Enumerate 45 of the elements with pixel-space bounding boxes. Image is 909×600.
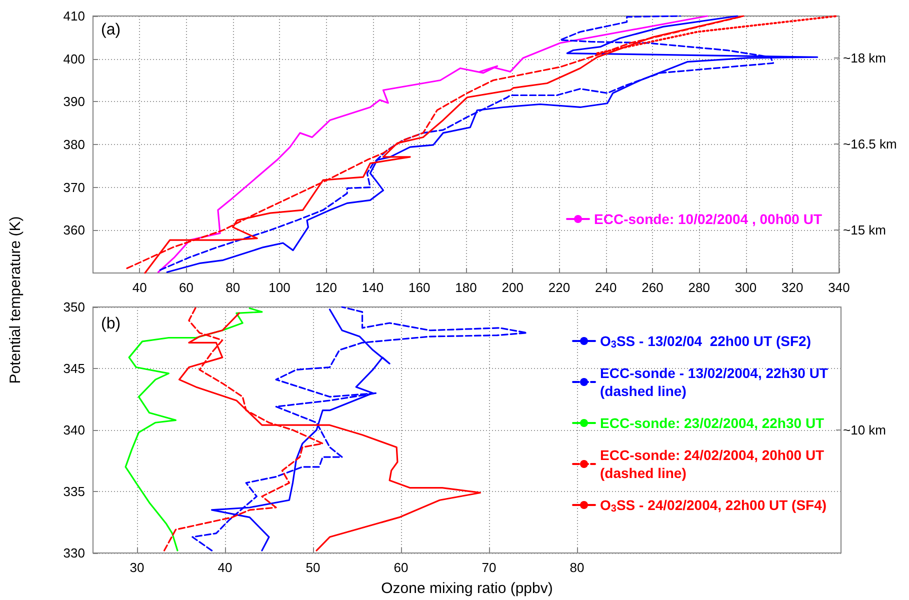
text: ~18 km	[843, 50, 886, 66]
y-tick-label: 345	[63, 361, 85, 376]
y-tick-label: 400	[63, 51, 85, 66]
y-tick-label: 370	[63, 180, 85, 195]
x-tick-label: 200	[502, 280, 524, 295]
x-tick-label: 40	[132, 280, 147, 295]
x-tick-label: 120	[315, 280, 337, 295]
x-tick-label: 320	[782, 280, 804, 295]
legend-label: ECC-sonde - 13/02/2004, 22h30 UT (dashed line)	[600, 365, 828, 399]
text: ~10 km	[843, 422, 886, 438]
x-axis-title: Ozone mixing ratio (ppbv)	[381, 580, 553, 597]
y-tick-label: 360	[63, 222, 85, 238]
y-axis-title: Potential temperature (K)	[7, 216, 24, 384]
x-tick-label: 160	[408, 280, 430, 295]
text: ~16.5 km	[843, 136, 897, 152]
x-tick-label: 340	[828, 280, 850, 295]
x-tick-label: 280	[688, 280, 710, 295]
text: ~15 km	[843, 222, 886, 238]
y-tick-label: 340	[63, 422, 85, 438]
x-tick-label: 80	[570, 560, 584, 575]
x-tick-label: 220	[548, 280, 570, 295]
y-tick-label: 350	[63, 300, 85, 314]
y-tick-label: 330	[63, 546, 85, 560]
legend-label: ECC-sonde: 10/02/2004 , 00h00 UT	[594, 211, 822, 227]
x-tick-label: 80	[226, 280, 240, 295]
x-tick-label: 300	[734, 280, 757, 295]
x-tick-label: 50	[306, 560, 320, 575]
y-tick-label: 380	[63, 137, 85, 152]
legend-label: ECC-sonde: 24/02/2004, 20h00 UT (dashed line)	[600, 447, 825, 481]
x-tick-label: 40	[218, 560, 232, 575]
y-tick-label: 335	[63, 484, 85, 499]
x-tick-label: 70	[482, 560, 496, 575]
annotation: (a)	[101, 22, 121, 38]
x-tick-label: 100	[268, 280, 290, 295]
y-tick-label: 390	[63, 94, 85, 110]
annotation: (b)	[101, 316, 121, 332]
legend-label: ECC-sonde: 23/02/2004, 22h30 UT	[600, 415, 825, 431]
x-tick-label: 140	[362, 280, 384, 295]
x-tick-label: 180	[455, 280, 477, 295]
x-tick-label: 30	[130, 560, 144, 575]
x-tick-label: 240	[595, 280, 617, 295]
x-tick-label: 60	[394, 560, 408, 575]
y-tick-label: 410	[63, 8, 85, 24]
x-tick-label: 60	[179, 280, 194, 295]
x-tick-label: 260	[642, 280, 664, 295]
